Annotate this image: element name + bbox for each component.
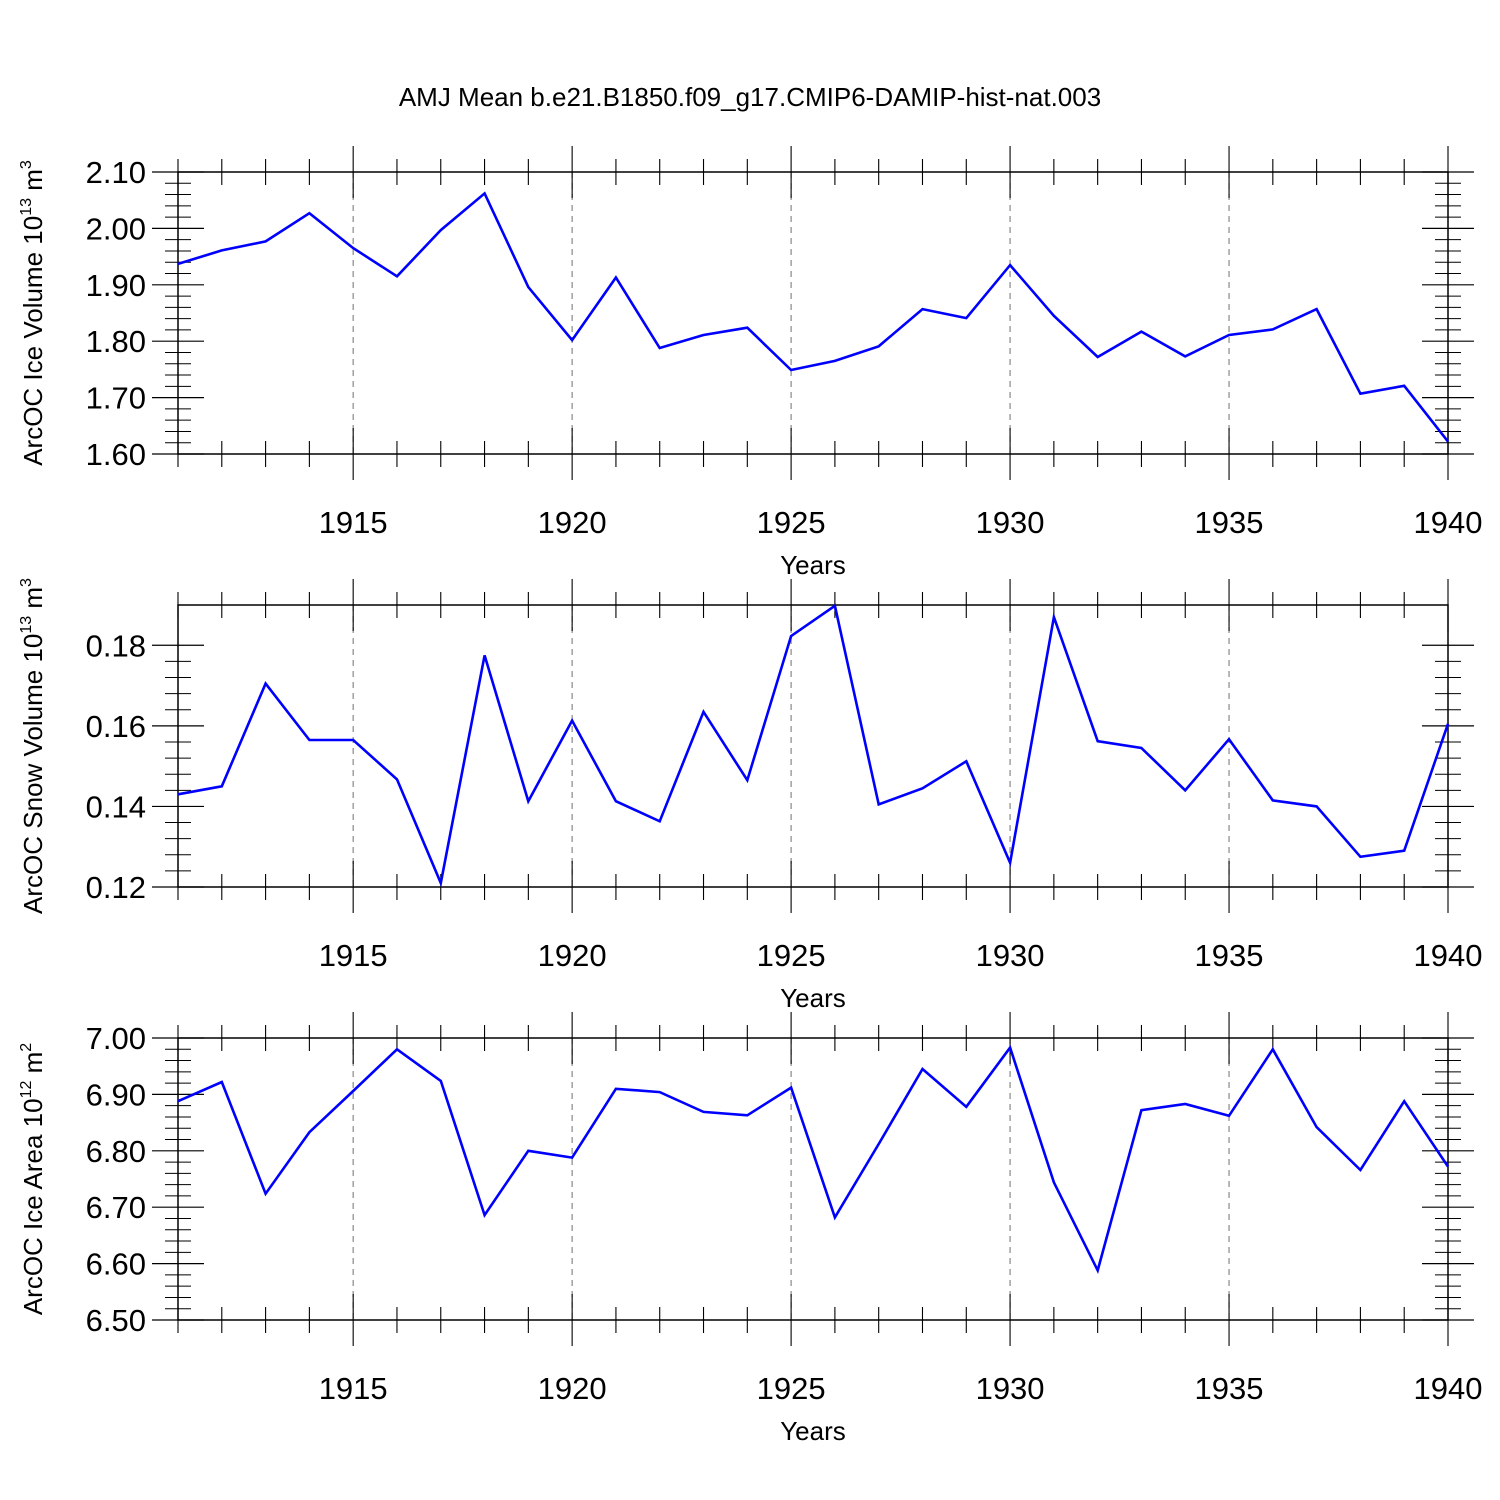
chart-title: AMJ Mean b.e21.B1850.f09_g17.CMIP6-DAMIP…	[399, 82, 1101, 112]
y-tick-label: 0.12	[86, 870, 146, 905]
x-tick-label: 1920	[538, 505, 607, 540]
series-line	[177, 603, 1450, 888]
y-tick-label: 6.90	[86, 1077, 146, 1112]
x-tick-label: 1940	[1414, 1371, 1483, 1406]
y-tick-label: 0.18	[86, 628, 146, 663]
y-tick-label: 1.70	[86, 381, 146, 416]
x-tick-label: 1920	[538, 938, 607, 973]
y-tick-label: 1.60	[86, 437, 146, 472]
x-tick-label: 1935	[1195, 1371, 1264, 1406]
y-tick-label: 7.00	[86, 1021, 146, 1056]
plot-frame	[177, 1037, 1449, 1321]
x-tick-label: 1935	[1195, 938, 1264, 973]
y-tick-label: 6.60	[86, 1247, 146, 1282]
y-tick-label: 1.90	[86, 268, 146, 303]
panel-2: 0.12 0.14 0.16 0.18 1915 1920 1925 1930 1935 1940…	[18, 578, 1482, 1013]
plot-frame	[177, 171, 1449, 455]
x-tick-label: 1915	[319, 1371, 388, 1406]
x-axis-label: Years	[780, 1416, 846, 1446]
panel-3: 6.50 6.60 6.70 6.80 6.90 7.00 1915 1920 1925 1930…	[18, 1012, 1482, 1446]
y-tick-label: 0.16	[86, 709, 146, 744]
y-tick-label: 6.50	[86, 1303, 146, 1338]
y-axis-label: ArcOC Snow Volume 1013 m3	[18, 578, 48, 914]
y-tick-label: 0.14	[86, 789, 146, 824]
plot-frame	[177, 604, 1449, 888]
y-tick-label: 2.10	[86, 155, 146, 190]
x-tick-label: 1915	[319, 505, 388, 540]
x-tick-label: 1940	[1414, 505, 1483, 540]
series-line	[177, 191, 1450, 443]
y-tick-label: 1.80	[86, 324, 146, 359]
x-tick-label: 1925	[757, 1371, 826, 1406]
x-tick-label: 1920	[538, 1371, 607, 1406]
y-tick-label: 2.00	[86, 211, 146, 246]
panels: 1.60 1.70 1.80 1.90 2.00 2.10 1915 1920 1925 1930…	[18, 146, 1482, 1446]
x-tick-label: 1915	[319, 938, 388, 973]
series-line	[177, 1044, 1450, 1275]
y-axis-label: ArcOC Ice Volume 1013 m3	[18, 160, 48, 466]
x-axis-label: Years	[780, 550, 846, 580]
x-tick-label: 1930	[976, 1371, 1045, 1406]
x-tick-label: 1925	[757, 505, 826, 540]
x-tick-label: 1925	[757, 938, 826, 973]
x-tick-label: 1930	[976, 505, 1045, 540]
y-tick-label: 6.80	[86, 1134, 146, 1169]
x-axis-label: Years	[780, 983, 846, 1013]
y-tick-label: 6.70	[86, 1190, 146, 1225]
panel-1: 1.60 1.70 1.80 1.90 2.00 2.10 1915 1920 1925 1930…	[18, 146, 1482, 580]
x-tick-label: 1930	[976, 938, 1045, 973]
x-tick-label: 1940	[1414, 938, 1483, 973]
x-tick-label: 1935	[1195, 505, 1264, 540]
y-axis-label: ArcOC Ice Area 1012 m2	[18, 1043, 48, 1315]
